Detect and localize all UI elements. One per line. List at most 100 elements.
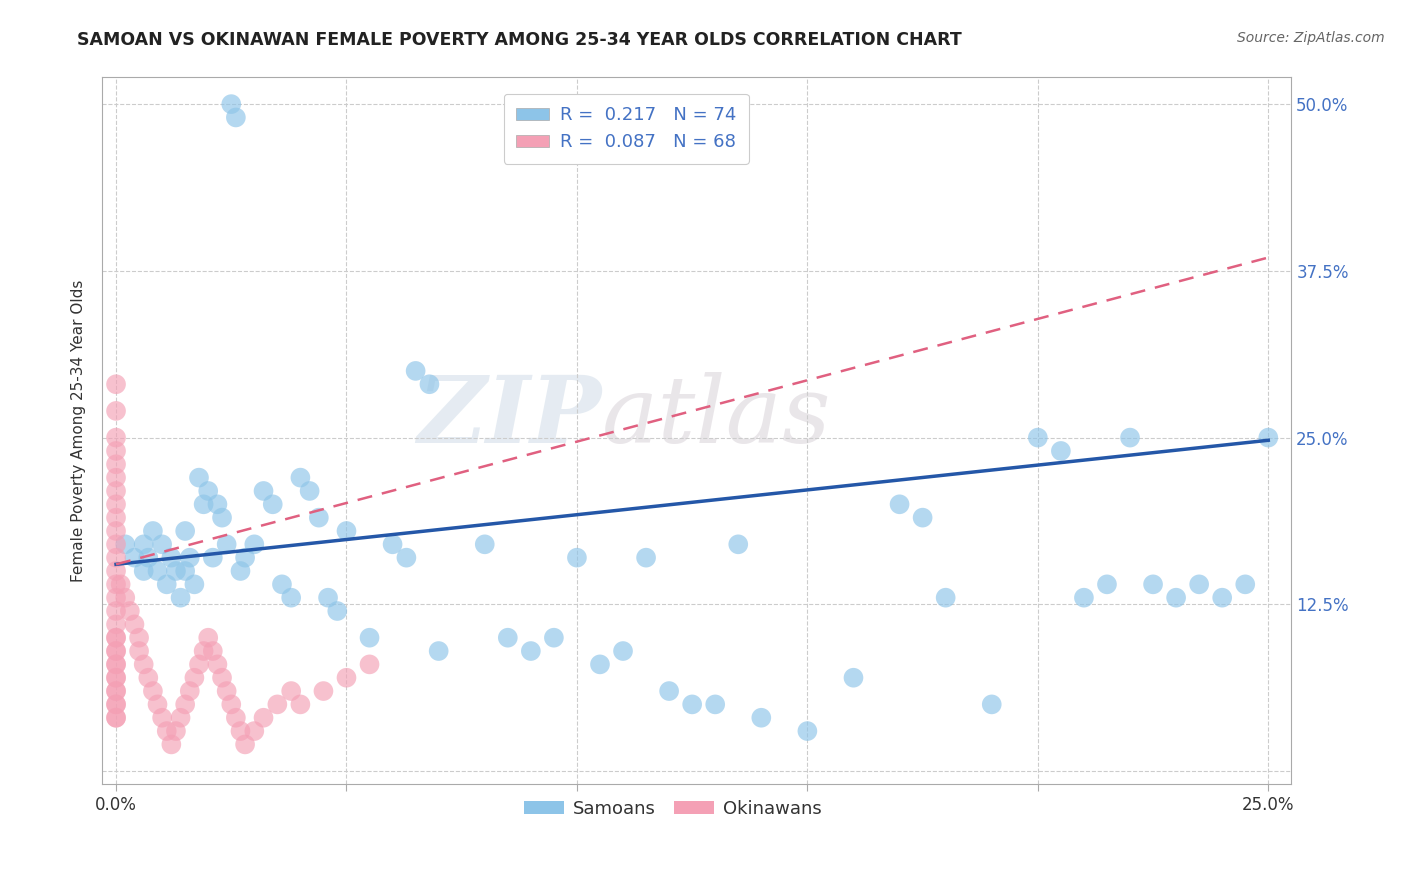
Point xyxy=(1026,431,1049,445)
Point xyxy=(312,684,335,698)
Point xyxy=(114,591,136,605)
Point xyxy=(118,604,141,618)
Point xyxy=(1142,577,1164,591)
Legend: Samoans, Okinawans: Samoans, Okinawans xyxy=(517,792,828,825)
Point xyxy=(105,604,128,618)
Point xyxy=(169,591,191,605)
Point xyxy=(262,497,284,511)
Point xyxy=(197,483,219,498)
Point xyxy=(229,564,252,578)
Point xyxy=(1188,577,1211,591)
Point xyxy=(225,711,247,725)
Point xyxy=(150,537,173,551)
Point xyxy=(193,644,215,658)
Point xyxy=(749,711,772,725)
Point xyxy=(211,671,233,685)
Point xyxy=(105,537,128,551)
Point xyxy=(201,644,224,658)
Point xyxy=(427,644,450,658)
Point xyxy=(105,657,128,672)
Point xyxy=(243,537,266,551)
Point xyxy=(124,550,146,565)
Point xyxy=(105,431,128,445)
Point xyxy=(105,617,128,632)
Point xyxy=(174,698,197,712)
Point xyxy=(183,671,205,685)
Point xyxy=(316,591,339,605)
Point xyxy=(215,684,238,698)
Point xyxy=(128,644,150,658)
Point xyxy=(266,698,288,712)
Point xyxy=(105,698,128,712)
Point xyxy=(156,724,179,739)
Point xyxy=(219,97,242,112)
Text: ZIP: ZIP xyxy=(418,372,602,462)
Point xyxy=(188,657,211,672)
Point xyxy=(105,470,128,484)
Point xyxy=(105,684,128,698)
Point xyxy=(110,577,132,591)
Point xyxy=(326,604,349,618)
Point xyxy=(105,577,128,591)
Point xyxy=(612,644,634,658)
Point xyxy=(796,724,818,739)
Point xyxy=(280,591,302,605)
Y-axis label: Female Poverty Among 25-34 Year Olds: Female Poverty Among 25-34 Year Olds xyxy=(72,280,86,582)
Point xyxy=(219,698,242,712)
Point xyxy=(114,537,136,551)
Point xyxy=(105,644,128,658)
Point xyxy=(308,510,330,524)
Point xyxy=(193,497,215,511)
Point xyxy=(201,550,224,565)
Point xyxy=(207,497,229,511)
Point xyxy=(142,684,165,698)
Point xyxy=(1164,591,1187,605)
Point xyxy=(381,537,404,551)
Point xyxy=(1119,431,1142,445)
Point xyxy=(174,564,197,578)
Point xyxy=(105,497,128,511)
Point xyxy=(105,657,128,672)
Point xyxy=(132,657,155,672)
Point xyxy=(335,524,357,538)
Point xyxy=(252,483,274,498)
Point xyxy=(1073,591,1095,605)
Point xyxy=(1234,577,1257,591)
Point xyxy=(252,711,274,725)
Point xyxy=(142,524,165,538)
Point xyxy=(132,537,155,551)
Point xyxy=(290,698,312,712)
Point xyxy=(105,684,128,698)
Point xyxy=(146,564,169,578)
Point xyxy=(1050,444,1073,458)
Point xyxy=(1257,431,1279,445)
Point xyxy=(704,698,727,712)
Point xyxy=(727,537,749,551)
Text: SAMOAN VS OKINAWAN FEMALE POVERTY AMONG 25-34 YEAR OLDS CORRELATION CHART: SAMOAN VS OKINAWAN FEMALE POVERTY AMONG … xyxy=(77,31,962,49)
Point xyxy=(359,657,381,672)
Point xyxy=(128,631,150,645)
Point xyxy=(405,364,427,378)
Point xyxy=(980,698,1002,712)
Point xyxy=(225,111,247,125)
Point xyxy=(395,550,418,565)
Point xyxy=(183,577,205,591)
Point xyxy=(132,564,155,578)
Point xyxy=(105,550,128,565)
Point xyxy=(150,711,173,725)
Point xyxy=(215,537,238,551)
Point xyxy=(179,550,201,565)
Point xyxy=(1095,577,1118,591)
Point xyxy=(233,738,256,752)
Point xyxy=(418,377,440,392)
Point xyxy=(520,644,543,658)
Point xyxy=(589,657,612,672)
Point xyxy=(681,698,703,712)
Point xyxy=(174,524,197,538)
Point xyxy=(124,617,146,632)
Point xyxy=(105,631,128,645)
Point xyxy=(359,631,381,645)
Point xyxy=(935,591,957,605)
Point xyxy=(105,631,128,645)
Point xyxy=(105,698,128,712)
